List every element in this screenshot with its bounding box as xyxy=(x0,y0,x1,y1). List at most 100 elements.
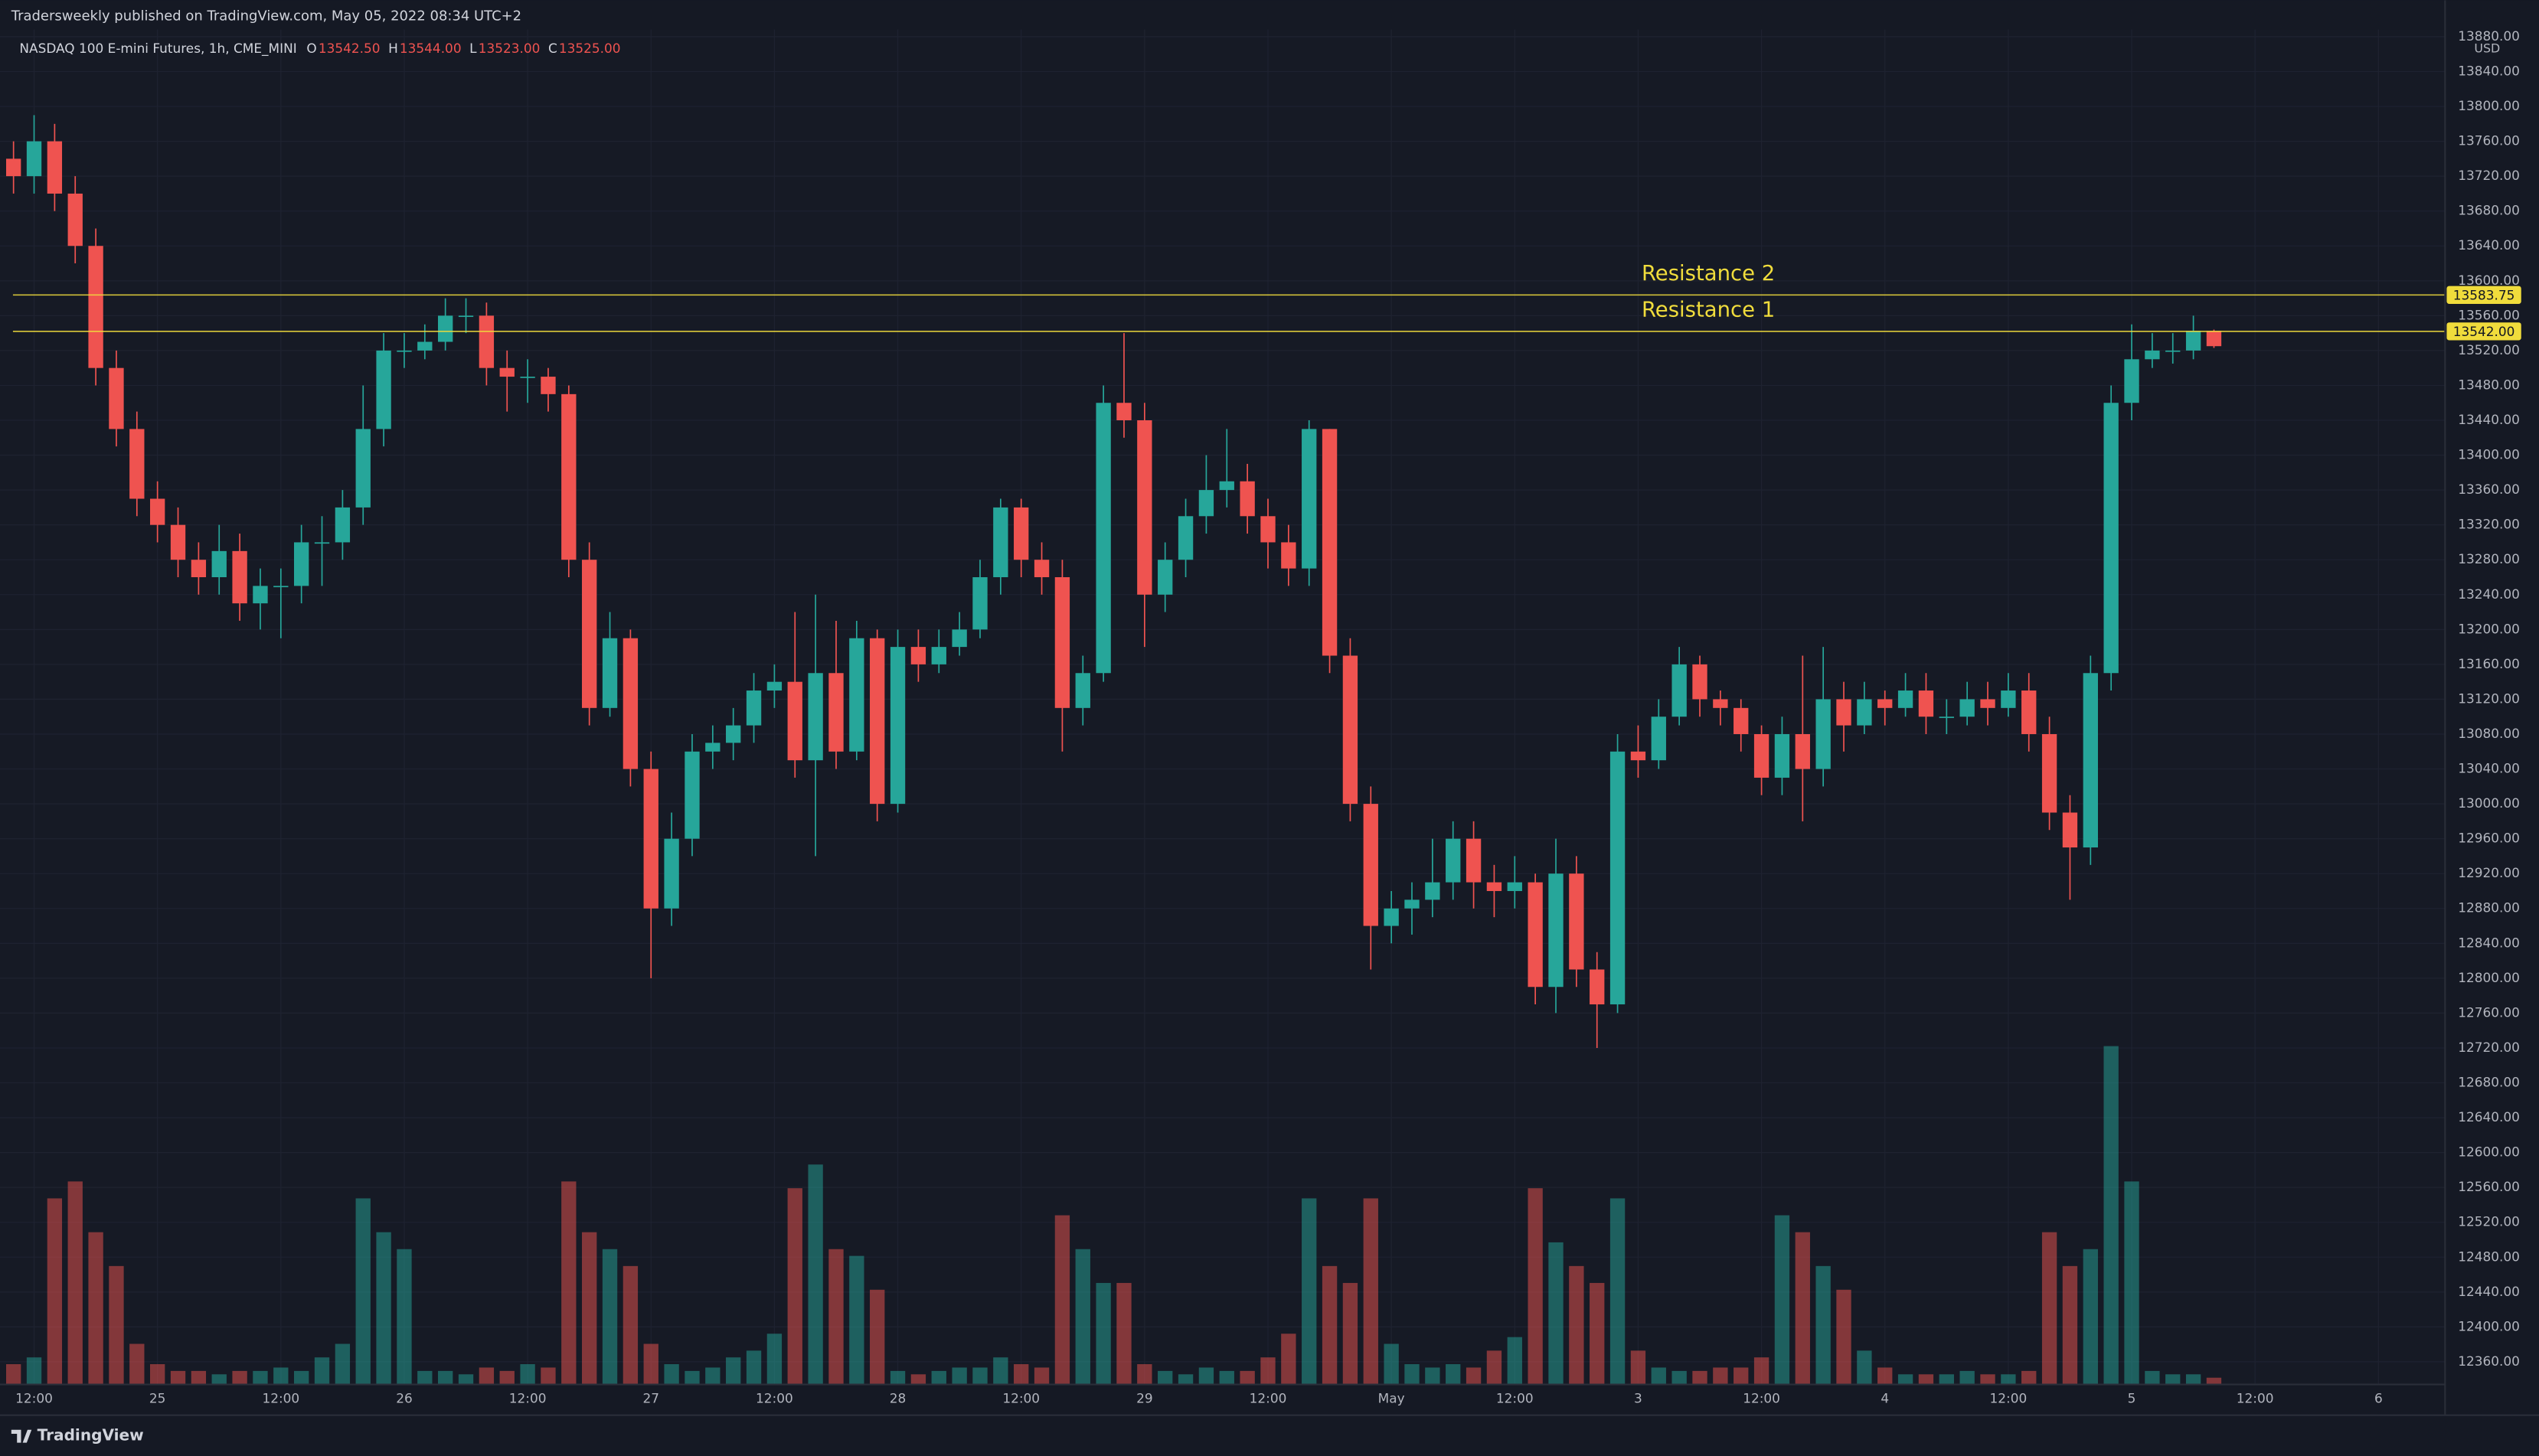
volume-bar xyxy=(1342,1282,1358,1385)
y-tick-label: 13240.00 xyxy=(2458,586,2520,602)
volume-bar xyxy=(458,1374,474,1385)
y-tick-label: 12880.00 xyxy=(2458,900,2520,916)
y-tick-label: 12680.00 xyxy=(2458,1075,2520,1090)
ohlc-value: 13523.00 xyxy=(479,41,541,56)
x-tick-label: 3 xyxy=(1634,1391,1642,1406)
ohlc-key: C xyxy=(548,41,557,56)
candle-body xyxy=(1446,838,1461,883)
candle-body xyxy=(746,690,762,726)
y-tick-label: 13120.00 xyxy=(2458,690,2520,706)
candle-body xyxy=(1918,690,1934,717)
x-tick-label: 12:00 xyxy=(262,1391,299,1406)
volume-bar xyxy=(2062,1265,2078,1385)
volume-bar xyxy=(335,1343,351,1385)
level-name: Resistance 2 xyxy=(1642,261,1775,286)
candle-body xyxy=(808,673,823,761)
volume-bar xyxy=(273,1367,289,1385)
volume-bar xyxy=(2103,1046,2119,1385)
candle-body xyxy=(1486,882,1502,891)
candle-body xyxy=(1651,717,1666,761)
candle-body xyxy=(910,647,926,664)
candle-body xyxy=(993,507,1008,578)
volume-bar xyxy=(1897,1374,1913,1385)
candle-body xyxy=(1795,733,1810,769)
candle-body xyxy=(1240,481,1255,517)
candle-body xyxy=(643,769,658,909)
candle-body xyxy=(149,498,165,525)
volume-bar xyxy=(1692,1370,1707,1385)
candle-body xyxy=(520,377,535,378)
x-tick-label: 12:00 xyxy=(1743,1391,1780,1406)
candle-body xyxy=(1857,699,1872,726)
candle-body xyxy=(5,158,21,177)
x-tick-label: 12:00 xyxy=(15,1391,53,1406)
level-name: Resistance 1 xyxy=(1642,297,1775,322)
candle-body xyxy=(1466,838,1482,883)
volume-bar xyxy=(47,1198,63,1385)
x-tick-label: 12:00 xyxy=(1002,1391,1040,1406)
volume-bar xyxy=(1240,1370,1255,1385)
ohlc-key: L xyxy=(469,41,477,56)
x-tick-label: 12:00 xyxy=(1496,1391,1534,1406)
volume-bar xyxy=(808,1164,823,1385)
candle-body xyxy=(170,524,186,560)
volume-bar xyxy=(1713,1367,1728,1385)
y-tick-label: 13760.00 xyxy=(2458,133,2520,149)
logo: TradingView xyxy=(11,1426,144,1445)
volume-bar xyxy=(1075,1249,1090,1385)
candle-body xyxy=(1014,507,1029,560)
y-tick-label: 13400.00 xyxy=(2458,447,2520,462)
ohlc-value: 13525.00 xyxy=(559,41,621,56)
volume-bar xyxy=(1116,1282,1132,1385)
candle-body xyxy=(1054,577,1070,708)
x-tick-label: 4 xyxy=(1881,1391,1889,1406)
volume-bar xyxy=(910,1374,926,1385)
volume-bar xyxy=(2083,1249,2098,1385)
volume-bar xyxy=(499,1370,515,1385)
currency: USD xyxy=(2474,41,2500,55)
volume-bar xyxy=(355,1198,371,1385)
candle-body xyxy=(1528,882,1543,988)
candle-body xyxy=(2124,359,2139,403)
volume-bar xyxy=(1507,1337,1522,1385)
candle-body xyxy=(705,743,721,752)
candle-body xyxy=(2103,403,2119,674)
candle-body xyxy=(335,507,351,543)
volume-bar xyxy=(191,1370,207,1385)
level-tag-label: 13583.75 xyxy=(2453,287,2515,302)
volume-bar xyxy=(1609,1198,1626,1385)
candle-body xyxy=(972,577,988,630)
volume-bar xyxy=(746,1350,762,1385)
candle-body xyxy=(1158,560,1173,595)
candle-body xyxy=(1774,733,1790,778)
volume-bar xyxy=(1384,1343,1399,1385)
volume-bar xyxy=(1918,1374,1934,1385)
y-tick-label: 13320.00 xyxy=(2458,517,2520,532)
volume-bar xyxy=(1836,1289,1851,1385)
y-tick-label: 13520.00 xyxy=(2458,342,2520,357)
candle-body xyxy=(1096,403,1111,674)
level-tag xyxy=(2446,322,2521,341)
candle-body xyxy=(355,429,371,508)
y-tick-label: 13280.00 xyxy=(2458,551,2520,566)
candle-body xyxy=(314,542,330,544)
candle-body xyxy=(1630,751,1646,761)
volume-bar xyxy=(211,1374,227,1385)
y-tick-label: 13000.00 xyxy=(2458,795,2520,811)
candle-body xyxy=(2165,350,2181,352)
y-tick-label: 13640.00 xyxy=(2458,237,2520,253)
candle-body xyxy=(1404,899,1420,909)
volume-bar xyxy=(1939,1374,1954,1385)
ohlc-value: 13542.50 xyxy=(319,41,381,56)
candle-body xyxy=(1753,733,1769,778)
volume-bar xyxy=(685,1370,700,1385)
volume-bar xyxy=(1096,1282,1111,1385)
volume-bar xyxy=(622,1265,639,1385)
candle-body xyxy=(1363,804,1378,926)
volume-bar xyxy=(170,1370,186,1385)
footer-brand: TradingView xyxy=(38,1426,144,1445)
ohlc-key: O xyxy=(306,41,316,56)
volume-bar xyxy=(438,1370,453,1385)
y-tick-label: 13040.00 xyxy=(2458,761,2520,776)
candle-body xyxy=(109,367,124,429)
